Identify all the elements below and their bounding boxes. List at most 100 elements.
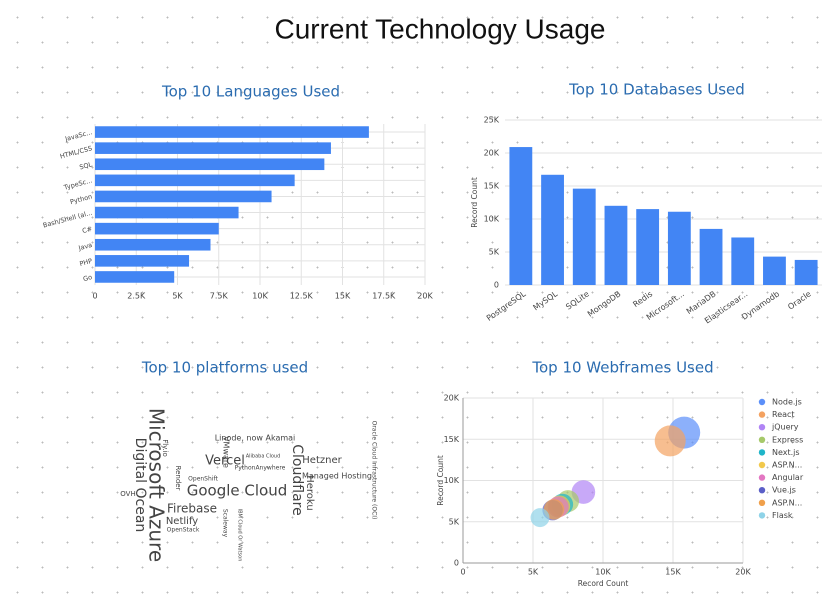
y-tick-label: Python: [69, 193, 93, 207]
x-tick-label: MySQL: [531, 289, 559, 312]
y-tick-label: 10K: [484, 215, 500, 224]
x-tick-label: PostgreSQL: [485, 289, 528, 323]
y-tick-label: Go: [82, 273, 93, 283]
dashboard-title: Current Technology Usage: [274, 13, 605, 44]
word: Fly.io: [161, 439, 169, 457]
x-tick-label: 15K: [665, 568, 681, 577]
bar: [763, 256, 786, 285]
bar: [95, 190, 272, 203]
y-tick-label: PHP: [79, 257, 93, 268]
bar: [95, 206, 239, 219]
legend-swatch: [758, 474, 766, 481]
bar: [95, 255, 190, 267]
word: PythonAnywhere: [235, 465, 286, 472]
legend-swatch: [758, 499, 766, 506]
word: Heroku: [304, 475, 315, 511]
chart-title: Top 10 Webframes Used: [531, 359, 713, 377]
bar: [95, 174, 295, 187]
legend-label: ASP.N...: [772, 498, 802, 507]
word: Vercel: [205, 454, 245, 469]
x-tick-label: 15K: [335, 292, 351, 301]
y-axis-label: Record Count: [470, 177, 479, 228]
y-tick-label: 20K: [484, 149, 500, 158]
legend-label: Angular: [772, 473, 804, 482]
x-tick-label: Oracle: [786, 289, 813, 311]
x-tick-label: Redis: [631, 289, 654, 309]
word: Hetzner: [302, 455, 342, 466]
word: Linode, now Akamai: [215, 434, 296, 443]
chart-title: Top 10 platforms used: [141, 359, 308, 377]
legend-label: Next.js: [772, 448, 800, 457]
legend-swatch: [758, 461, 766, 469]
legend-label: ASP.N...: [772, 461, 802, 470]
x-tick-label: MongoDB: [586, 289, 623, 318]
bar: [604, 205, 628, 285]
legend-swatch: [758, 436, 766, 443]
bar: [95, 126, 369, 138]
word: Managed Hosting: [302, 472, 372, 481]
word: Alibaba Cloud: [246, 454, 281, 460]
word: Netlify: [166, 516, 198, 527]
word: OpenStack: [167, 527, 200, 534]
word: Cloudflare: [289, 444, 305, 515]
x-tick-label: 2.5K: [127, 292, 146, 301]
x-tick-label: 5K: [172, 292, 183, 301]
y-tick-label: 15K: [444, 435, 460, 444]
y-tick-label: HTML/CSS: [59, 144, 93, 160]
x-tick-label: 0: [460, 568, 465, 577]
x-tick-label: 17.5K: [372, 292, 396, 301]
bar: [572, 188, 596, 285]
y-tick-label: SQL: [79, 160, 94, 171]
legend-label: Node.js: [772, 398, 802, 407]
word: Google Cloud: [187, 482, 288, 500]
bar: [509, 147, 533, 285]
x-tick-label: 10K: [595, 568, 611, 577]
word: VMware: [222, 436, 231, 468]
word: Firebase: [167, 502, 217, 516]
word: Scaleway: [222, 509, 229, 538]
bar: [95, 271, 175, 283]
x-tick-label: 7.5K: [210, 292, 229, 301]
chart-title: Top 10 Databases Used: [568, 81, 745, 99]
word: Microsoft Azure: [145, 408, 169, 562]
legend-label: React: [772, 410, 795, 419]
y-tick-label: 20K: [444, 394, 460, 403]
y-tick-label: 5K: [449, 517, 460, 526]
bar: [794, 259, 818, 285]
x-tick-label: 10K: [252, 292, 268, 301]
word: OpenShift: [188, 476, 218, 483]
word: Digital Ocean: [132, 438, 148, 533]
y-tick-label: 5K: [489, 248, 500, 257]
bar: [667, 211, 691, 285]
bar: [95, 238, 211, 251]
legend-label: Express: [772, 435, 803, 444]
bar: [699, 228, 723, 285]
bubble: [654, 425, 686, 457]
x-tick-label: 12.5K: [290, 292, 314, 301]
x-axis-label: Record Count: [578, 579, 629, 588]
word: Oracle Cloud Infrastructure (OCI): [371, 421, 378, 520]
legend-swatch: [758, 424, 766, 431]
bar: [636, 209, 660, 285]
y-tick-label: 0: [454, 559, 459, 568]
x-tick-label: SQLite: [564, 289, 591, 311]
y-axis-label: Record Count: [436, 455, 445, 506]
y-tick-label: 25K: [484, 116, 500, 125]
legend-label: Vue.js: [772, 486, 796, 495]
bubble: [530, 508, 550, 528]
y-tick-label: Java: [77, 241, 93, 253]
y-tick-label: TypeSc...: [62, 176, 93, 191]
y-tick-label: 0: [494, 281, 499, 290]
y-tick-label: JavaSc...: [63, 128, 93, 143]
word: Render: [174, 466, 182, 491]
y-tick-label: C#: [81, 225, 93, 235]
legend-swatch: [758, 449, 766, 456]
bar: [95, 158, 325, 171]
y-tick-label: 15K: [484, 182, 500, 191]
x-tick-label: 0: [92, 292, 97, 301]
x-tick-label: 20K: [417, 292, 433, 301]
bar: [541, 174, 564, 285]
x-tick-label: 20K: [735, 568, 751, 577]
bar: [95, 142, 331, 154]
